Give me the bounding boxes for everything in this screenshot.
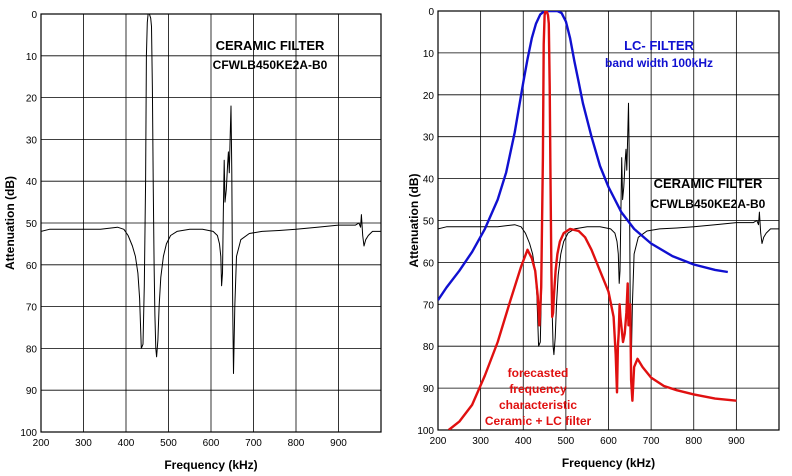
annotation-forecast_title-line-1: frequency: [509, 382, 567, 396]
series-line-1: [438, 11, 728, 301]
chart-panel-combined: 200 300 400 500 600 700 800 900 0 10 20 30 40 50 60 70 8…: [407, 7, 780, 470]
x-axis-title: Frequency (kHz): [164, 458, 257, 472]
y-tick-label: 90: [26, 386, 38, 397]
x-tick-label: 500: [160, 438, 177, 449]
y-tick-label: 70: [26, 303, 38, 314]
series-line-0: [438, 11, 779, 372]
x-tick-label: 900: [728, 436, 745, 447]
y-axis-title: Attenuation (dB): [407, 174, 421, 268]
annotation-ceramic_title-line-1: CFWLB450KE2A-B0: [651, 197, 766, 211]
x-tick-label: 400: [515, 436, 532, 447]
y-tick-label: 10: [423, 49, 435, 60]
x-tick-label: 600: [600, 436, 617, 447]
y-tick-label: 20: [423, 91, 435, 102]
y-tick-label: 60: [26, 261, 38, 272]
series-line-2: [447, 11, 737, 430]
x-tick-label: 900: [330, 438, 347, 449]
y-tick-label: 0: [31, 10, 37, 21]
y-tick-label: 20: [26, 94, 38, 105]
y-tick-label: 30: [26, 135, 38, 146]
x-tick-label: 700: [643, 436, 660, 447]
x-tick-label: 400: [118, 438, 135, 449]
y-tick-label: 80: [26, 344, 38, 355]
annotation-ceramic_title-line-0: CERAMIC FILTER: [654, 176, 763, 191]
y-tick-label: 70: [423, 300, 435, 311]
y-tick-label: 0: [428, 7, 434, 18]
annotation-forecast_title-line-0: forecasted: [508, 366, 569, 380]
y-tick-label: 50: [423, 217, 435, 228]
y-tick-label: 90: [423, 384, 435, 395]
y-axis-title: Attenuation (dB): [3, 176, 17, 270]
annotation-forecast_title-line-2: characteristic: [499, 398, 577, 412]
grid: [40, 13, 381, 433]
x-axis-title: Frequency (kHz): [562, 456, 655, 470]
x-tick-label: 200: [430, 436, 447, 447]
x-tick-label: 800: [288, 438, 305, 449]
plot-frame: [40, 13, 382, 433]
x-tick-label: 700: [245, 438, 262, 449]
y-tick-label: 100: [417, 426, 434, 437]
y-tick-label: 10: [26, 52, 38, 63]
y-tick-label: 100: [20, 428, 37, 439]
x-tick-label: 600: [203, 438, 220, 449]
y-tick-label: 50: [26, 219, 38, 230]
x-tick-label: 300: [472, 436, 489, 447]
y-tick-label: 40: [26, 177, 38, 188]
annotation-lc_title-line-1: band width 100kHz: [605, 56, 713, 70]
x-tick-label: 200: [33, 438, 50, 449]
x-tick-label: 800: [685, 436, 702, 447]
y-tick-label: 60: [423, 258, 435, 269]
annotation-lc_title-line-0: LC- FILTER: [624, 38, 694, 53]
series-line-0: [41, 14, 381, 374]
chart-panel-ceramic: 200 300 400 500 600 700 800 900 0 10 20 30 40 50 60 70 8…: [3, 10, 382, 472]
x-tick-label: 300: [75, 438, 92, 449]
x-tick-label: 500: [558, 436, 575, 447]
annotation-ceramic_title-line-0: CERAMIC FILTER: [216, 38, 325, 53]
plot-frame: [437, 10, 780, 431]
y-tick-label: 80: [423, 342, 435, 353]
annotation-ceramic_title-line-1: CFWLB450KE2A-B0: [213, 58, 328, 72]
y-tick-label: 30: [423, 133, 435, 144]
annotation-forecast_title-line-3: Ceramic + LC filter: [485, 414, 592, 428]
y-tick-label: 40: [423, 175, 435, 186]
